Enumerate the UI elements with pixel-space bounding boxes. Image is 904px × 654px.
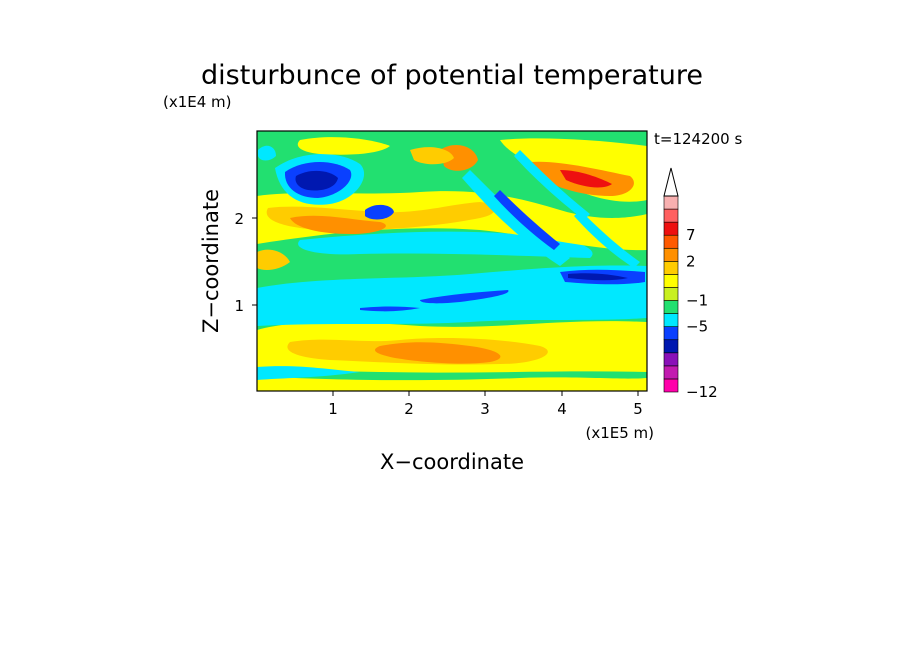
y-axis-label: Z−coordinate bbox=[199, 189, 223, 333]
x-tick-label: 1 bbox=[328, 400, 338, 418]
colorbar-tick-label: −1 bbox=[686, 292, 708, 310]
colorbar-swatch bbox=[663, 339, 679, 354]
x-tick-label: 3 bbox=[480, 400, 490, 418]
x-axis: 1 2 3 4 5 (x1E5 m) X−coordinate bbox=[328, 391, 654, 474]
contour-region bbox=[514, 150, 590, 220]
contour-region bbox=[568, 273, 628, 281]
contour-region bbox=[360, 306, 420, 312]
contour-region bbox=[420, 290, 509, 304]
time-label: t=124200 s bbox=[654, 130, 742, 148]
colorbar-swatch bbox=[663, 274, 679, 288]
contour-region bbox=[410, 147, 454, 165]
contour-region bbox=[257, 376, 647, 391]
colorbar-swatch bbox=[663, 234, 679, 249]
colorbar-extend-arrow bbox=[663, 167, 679, 197]
contour-region bbox=[375, 342, 501, 364]
x-axis-label: X−coordinate bbox=[380, 450, 524, 474]
chart-title: disturbunce of potential temperature bbox=[201, 60, 703, 91]
contour-region bbox=[494, 190, 560, 250]
colorbar-swatch bbox=[663, 378, 679, 393]
contour-region bbox=[298, 231, 593, 258]
colorbar-swatch bbox=[663, 261, 679, 275]
x-tick-label: 4 bbox=[557, 400, 567, 418]
colorbar: −12−5−127 bbox=[663, 167, 718, 401]
plot-frame bbox=[256, 130, 648, 392]
colorbar-tick-label: −5 bbox=[686, 318, 708, 336]
contour-region bbox=[574, 210, 640, 268]
contour-region bbox=[290, 215, 386, 234]
contour-region bbox=[257, 366, 360, 380]
contour-region bbox=[365, 204, 394, 220]
contour-region bbox=[560, 170, 612, 188]
x-unit-label: (x1E5 m) bbox=[585, 424, 654, 442]
colorbar-swatch bbox=[663, 195, 679, 210]
x-tick-label: 5 bbox=[633, 400, 643, 418]
contour-region bbox=[258, 145, 276, 161]
colorbar-swatch bbox=[663, 352, 679, 367]
x-tick-label: 2 bbox=[404, 400, 414, 418]
y-tick-label: 1 bbox=[234, 297, 244, 315]
y-tick-label: 2 bbox=[234, 210, 244, 228]
colorbar-tick-label: 7 bbox=[686, 226, 696, 244]
colorbar-swatch bbox=[663, 326, 679, 341]
contour-region bbox=[440, 145, 478, 171]
contour-region bbox=[295, 170, 338, 191]
y-axis: 1 2 Z−coordinate bbox=[199, 189, 257, 333]
colorbar-swatch bbox=[663, 287, 679, 301]
y-unit-label: (x1E4 m) bbox=[163, 93, 232, 111]
contour-region bbox=[297, 137, 390, 155]
contour-region bbox=[257, 249, 290, 270]
colorbar-swatch bbox=[663, 313, 679, 327]
colorbar-swatch bbox=[663, 247, 679, 262]
colorbar-tick-label: 2 bbox=[686, 252, 696, 270]
colorbar-swatch bbox=[663, 300, 679, 314]
colorbar-swatch bbox=[663, 365, 679, 380]
colorbar-swatch bbox=[663, 221, 679, 236]
colorbar-swatch bbox=[663, 208, 679, 223]
plot-area bbox=[257, 131, 647, 391]
colorbar-tick-label: −12 bbox=[686, 383, 718, 401]
